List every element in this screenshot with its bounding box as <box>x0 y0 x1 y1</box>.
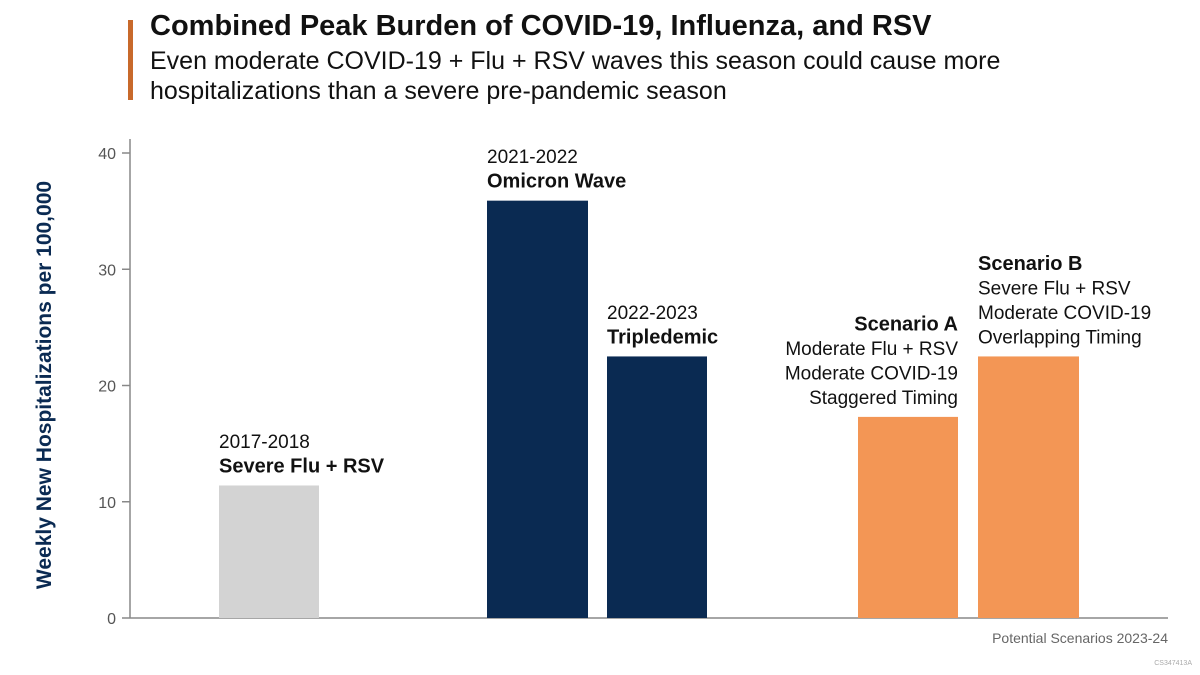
y-axis-label: Weekly New Hospitalizations per 100,000 <box>33 181 56 589</box>
y-tick-label: 20 <box>98 379 116 396</box>
bar-scenario-a <box>858 416 958 618</box>
bar-detail-label: Moderate Flu + RSV <box>785 339 958 360</box>
y-tick-label: 40 <box>98 146 116 163</box>
chart-subtitle: Even moderate COVID-19 + Flu + RSV waves… <box>150 47 1001 105</box>
bar-name-label: Scenario A <box>854 313 958 335</box>
bar-detail-label: Moderate COVID-19 <box>785 363 958 384</box>
y-tick-label: 30 <box>98 262 116 279</box>
bar-severe-flu-rsv <box>219 485 319 618</box>
bar-name-label: Omicron Wave <box>487 171 626 193</box>
bar-season-label: 2021-2022 <box>487 147 578 168</box>
bar-season-label: 2017-2018 <box>219 432 310 453</box>
bar-detail-label: Staggered Timing <box>809 388 958 409</box>
bar-name-label: Scenario B <box>978 253 1082 275</box>
bar-detail-label: Severe Flu + RSV <box>978 278 1131 299</box>
y-tick-label: 10 <box>98 495 116 512</box>
x-axis-label: Potential Scenarios 2023-24 <box>992 630 1168 646</box>
document-code: CS347413A <box>1154 660 1192 667</box>
bar-name-label: Tripledemic <box>607 326 718 348</box>
title-accent-bar <box>128 20 133 100</box>
bar-detail-label: Overlapping Timing <box>978 327 1142 348</box>
bar-tripledemic <box>607 356 707 618</box>
bar-detail-label: Moderate COVID-19 <box>978 303 1151 324</box>
bar-scenario-b <box>978 356 1079 618</box>
bar-season-label: 2022-2023 <box>607 303 698 324</box>
bar-omicron-wave <box>487 200 588 618</box>
chart-title: Combined Peak Burden of COVID-19, Influe… <box>150 10 932 42</box>
bar-name-label: Severe Flu + RSV <box>219 455 385 477</box>
y-tick-label: 0 <box>107 611 116 628</box>
